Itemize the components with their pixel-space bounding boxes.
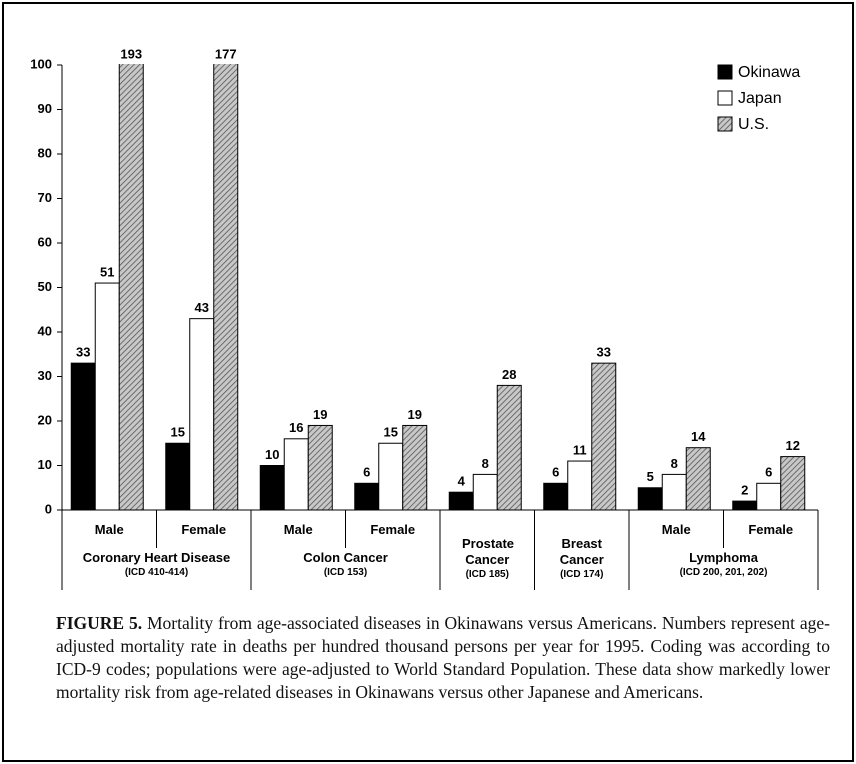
value-label: 51 <box>100 264 114 279</box>
value-label: 14 <box>691 429 706 444</box>
bar <box>756 482 782 511</box>
bar <box>118 64 144 511</box>
bar <box>637 487 663 511</box>
x-tick-label: Female <box>181 522 227 537</box>
bar <box>189 318 215 511</box>
value-label: 4 <box>458 474 466 489</box>
legend-swatch <box>717 116 733 132</box>
y-tick-label: 30 <box>38 368 52 383</box>
group-name: Breast Cancer <box>559 536 604 567</box>
bar <box>543 482 569 511</box>
caption-label: FIGURE 5. <box>56 613 143 633</box>
bar <box>165 442 191 511</box>
value-label: 6 <box>552 465 559 480</box>
bar <box>685 447 711 511</box>
value-label: 6 <box>363 465 370 480</box>
bar <box>496 384 522 511</box>
group-label: Lymphoma (ICD 200, 201, 202) <box>629 550 818 579</box>
figure-caption: FIGURE 5. Mortality from age-associated … <box>56 612 830 704</box>
bar <box>567 460 593 511</box>
x-tick-label: Female <box>370 522 416 537</box>
group-code: (ICD 153) <box>323 567 368 578</box>
x-tick-label: Male <box>283 522 313 537</box>
y-tick-label: 10 <box>38 457 52 472</box>
legend-label: U.S. <box>738 116 769 133</box>
value-label: 11 <box>573 442 587 457</box>
bar <box>354 482 380 511</box>
value-label: 6 <box>765 465 772 480</box>
group-code: (ICD 185) <box>465 569 509 580</box>
y-tick-label: 70 <box>38 190 52 205</box>
group-code: (ICD 200, 201, 202) <box>679 567 768 578</box>
group-code: (ICD 174) <box>560 569 604 580</box>
bar <box>307 424 333 511</box>
y-tick-label: 0 <box>45 501 52 516</box>
value-label: 10 <box>265 447 279 462</box>
group-name: Coronary Heart Disease <box>82 550 231 565</box>
bar <box>213 64 239 511</box>
y-tick-label: 50 <box>38 279 52 294</box>
value-label: 12 <box>786 438 800 453</box>
legend-swatch <box>717 90 733 106</box>
value-label: 33 <box>597 345 611 360</box>
value-label: 43 <box>195 300 209 315</box>
y-tick-label: 20 <box>38 412 52 427</box>
bar <box>402 424 428 511</box>
value-label: 16 <box>289 420 303 435</box>
y-tick-label: 80 <box>38 145 52 160</box>
y-tick-label: 60 <box>38 234 52 249</box>
y-tick-label: 40 <box>38 323 52 338</box>
bar <box>780 456 806 511</box>
value-label: 33 <box>76 345 90 360</box>
bar <box>732 500 758 511</box>
value-label: 5 <box>647 469 654 484</box>
value-label: 8 <box>671 456 678 471</box>
y-tick-label: 90 <box>38 101 52 116</box>
bar <box>661 473 687 511</box>
group-label: Breast Cancer (ICD 174) <box>535 536 630 581</box>
group-code: (ICD 410-414) <box>124 567 189 578</box>
value-label: 8 <box>482 456 489 471</box>
value-label: 15 <box>384 425 398 440</box>
value-label: 2 <box>741 483 748 498</box>
bar <box>448 491 474 511</box>
caption-text: Mortality from age-associated diseases i… <box>56 613 830 702</box>
legend-label: Japan <box>738 90 782 107</box>
group-name: Lymphoma <box>689 550 758 565</box>
group-label: Colon Cancer (ICD 153) <box>251 550 440 579</box>
bar <box>70 362 96 511</box>
value-label: 15 <box>171 425 185 440</box>
value-label: 28 <box>502 367 516 382</box>
y-tick-label: 100 <box>30 56 52 71</box>
value-label: 19 <box>313 407 327 422</box>
x-tick-label: Male <box>94 522 124 537</box>
group-label: Coronary Heart Disease (ICD 410-414) <box>62 550 251 579</box>
value-label: 19 <box>408 407 422 422</box>
value-label: 193 <box>120 46 142 61</box>
legend-swatch <box>717 64 733 80</box>
group-name: Colon Cancer <box>303 550 388 565</box>
bar <box>378 442 404 511</box>
group-name: Prostate Cancer <box>462 536 515 567</box>
bar <box>591 362 617 511</box>
bar <box>94 282 120 511</box>
bar <box>472 473 498 511</box>
bar <box>283 438 309 511</box>
bars <box>70 64 806 511</box>
value-label: 177 <box>215 46 237 61</box>
x-tick-label: Female <box>748 522 794 537</box>
x-tick-label: Male <box>661 522 691 537</box>
bar <box>259 465 285 511</box>
legend-label: Okinawa <box>738 64 800 81</box>
group-label: Prostate Cancer (ICD 185) <box>440 536 535 581</box>
